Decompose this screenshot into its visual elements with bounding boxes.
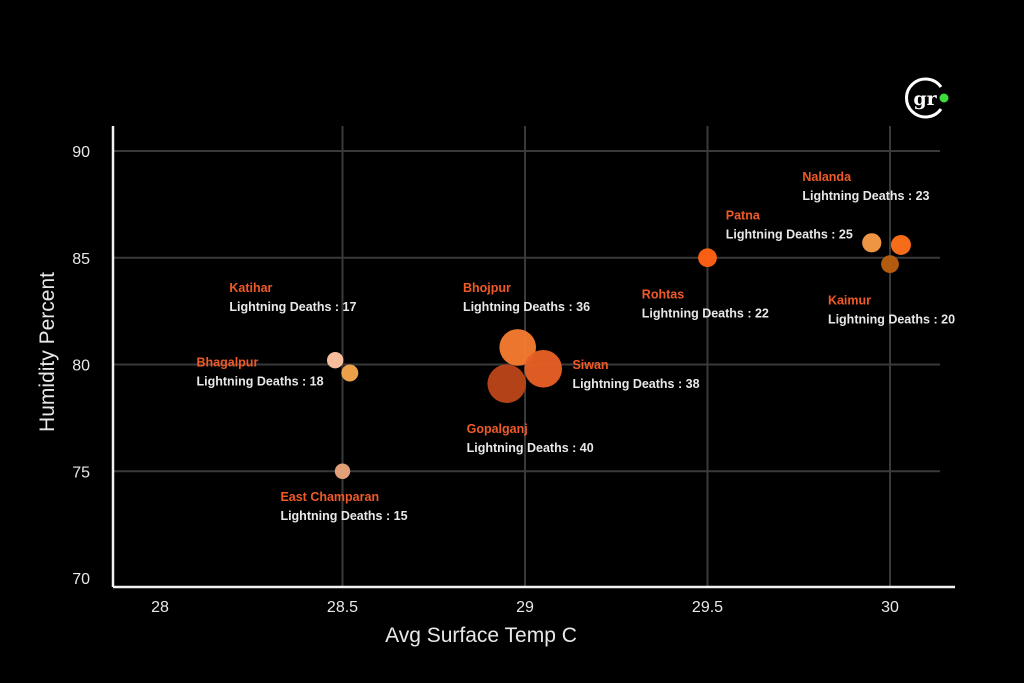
y-tick-label: 90	[72, 144, 90, 161]
x-tick-label: 30	[881, 599, 899, 616]
bubble-katihar	[327, 352, 344, 369]
bubble-bhojpur	[499, 329, 536, 366]
bubbles	[327, 233, 911, 479]
x-tick-label: 29	[516, 599, 534, 616]
lightning-deaths-label: Lightning Deaths : 40	[467, 441, 594, 455]
district-name-label: Rohtas	[642, 287, 684, 301]
lightning-deaths-label: Lightning Deaths : 38	[572, 377, 699, 391]
bubble-rohtas	[698, 248, 717, 268]
annotation-katihar: Katihar Lightning Deaths : 17	[229, 281, 356, 314]
lightning-deaths-label: Lightning Deaths : 18	[197, 375, 324, 389]
bubble-siwan	[524, 349, 563, 388]
district-name-label: East Champaran	[280, 490, 379, 504]
annotation-kaimur: Kaimur Lightning Deaths : 20	[828, 294, 955, 327]
district-name-label: Katihar	[229, 281, 272, 295]
annotation-gopalganj: Gopalganj Lightning Deaths : 40	[467, 422, 594, 455]
bubble-bhagalpur	[341, 364, 359, 382]
logo: gr	[905, 77, 949, 119]
logo-text: gr	[913, 88, 937, 110]
tick-labels: 28 28.5 29 29.5 30 70 75 80 85 90	[72, 144, 899, 616]
lightning-deaths-label: Lightning Deaths : 25	[726, 227, 853, 241]
lightning-deaths-label: Lightning Deaths : 15	[280, 509, 407, 523]
district-name-label: Patna	[726, 208, 761, 222]
district-name-label: Siwan	[572, 358, 608, 372]
y-tick-label: 75	[72, 464, 90, 481]
bubble-east-champaran	[334, 463, 351, 479]
annotation-siwan: Siwan Lightning Deaths : 38	[572, 358, 699, 391]
y-axis-title: Humidity Percent	[36, 272, 59, 432]
district-name-label: Gopalganj	[467, 422, 528, 436]
lightning-deaths-label: Lightning Deaths : 22	[642, 306, 769, 320]
annotations: Katihar Lightning Deaths : 17 Bhagalpur Lig…	[197, 170, 956, 523]
lightning-deaths-label: Lightning Deaths : 36	[463, 300, 590, 314]
y-tick-label: 70	[72, 571, 90, 588]
logo-dot-icon	[939, 93, 949, 103]
logo-ring-icon	[905, 77, 943, 119]
annotation-patna: Patna Lightning Deaths : 25	[726, 208, 853, 241]
annotation-bhojpur: Bhojpur Lightning Deaths : 36	[463, 281, 590, 314]
district-name-label: Bhagalpur	[197, 356, 259, 370]
y-tick-label: 85	[72, 251, 90, 268]
bubble-patna	[890, 234, 911, 255]
annotation-bhagalpur: Bhagalpur Lightning Deaths : 18	[197, 356, 324, 389]
bubble-kaimur	[881, 255, 899, 274]
axes	[111, 126, 955, 589]
bubble-gopalganj	[487, 364, 527, 404]
district-name-label: Kaimur	[828, 294, 871, 308]
annotation-rohtas: Rohtas Lightning Deaths : 22	[642, 287, 769, 320]
annotation-east-champaran: East Champaran Lightning Deaths : 15	[280, 490, 407, 523]
x-tick-label: 28.5	[327, 599, 358, 616]
x-tick-label: 28	[151, 599, 169, 616]
lightning-deaths-label: Lightning Deaths : 20	[828, 313, 955, 327]
annotation-nalanda: Nalanda Lightning Deaths : 23	[802, 170, 929, 203]
district-name-label: Bhojpur	[463, 281, 511, 295]
x-axis-title: Avg Surface Temp C	[385, 624, 577, 647]
y-tick-label: 80	[72, 358, 90, 375]
lightning-deaths-label: Lightning Deaths : 23	[802, 189, 929, 203]
lightning-deaths-label: Lightning Deaths : 17	[229, 300, 356, 314]
district-name-label: Nalanda	[802, 170, 852, 184]
x-tick-label: 29.5	[692, 599, 723, 616]
bubble-nalanda	[862, 233, 882, 253]
